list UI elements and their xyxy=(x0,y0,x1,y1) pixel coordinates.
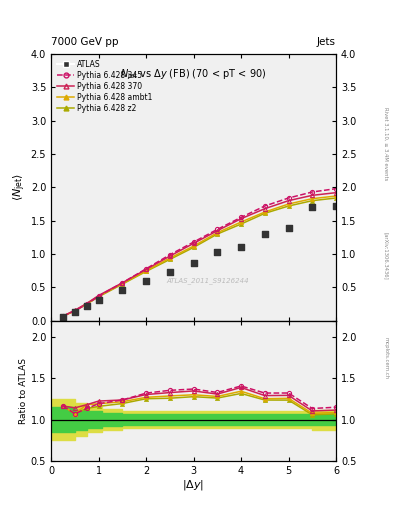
Text: Jets: Jets xyxy=(317,37,336,47)
Text: 7000 GeV pp: 7000 GeV pp xyxy=(51,37,119,47)
Y-axis label: Ratio to ATLAS: Ratio to ATLAS xyxy=(19,358,28,424)
Point xyxy=(190,260,196,268)
Text: [arXiv:1306.3436]: [arXiv:1306.3436] xyxy=(384,232,388,280)
Text: $N_\mathrm{jet}$ vs $\Delta y$ (FB) (70 < pT < 90): $N_\mathrm{jet}$ vs $\Delta y$ (FB) (70 … xyxy=(120,67,267,81)
X-axis label: $|\Delta y|$: $|\Delta y|$ xyxy=(182,478,205,493)
Point xyxy=(95,296,102,304)
Point xyxy=(143,278,149,286)
Point xyxy=(333,202,339,210)
Legend: ATLAS, Pythia 6.428 345, Pythia 6.428 370, Pythia 6.428 ambt1, Pythia 6.428 z2: ATLAS, Pythia 6.428 345, Pythia 6.428 37… xyxy=(55,57,155,115)
Text: Rivet 3.1.10, ≥ 3.4M events: Rivet 3.1.10, ≥ 3.4M events xyxy=(384,106,388,180)
Point xyxy=(285,224,292,232)
Point xyxy=(309,203,316,211)
Point xyxy=(60,313,66,321)
Y-axis label: $\langle N_\mathrm{jet}\rangle$: $\langle N_\mathrm{jet}\rangle$ xyxy=(11,173,28,202)
Point xyxy=(119,286,125,294)
Point xyxy=(167,268,173,276)
Text: mcplots.cern.ch: mcplots.cern.ch xyxy=(384,337,388,379)
Point xyxy=(238,243,244,251)
Point xyxy=(214,248,220,256)
Point xyxy=(72,307,78,315)
Point xyxy=(84,302,90,310)
Point xyxy=(262,230,268,238)
Text: ATLAS_2011_S9126244: ATLAS_2011_S9126244 xyxy=(167,278,249,284)
